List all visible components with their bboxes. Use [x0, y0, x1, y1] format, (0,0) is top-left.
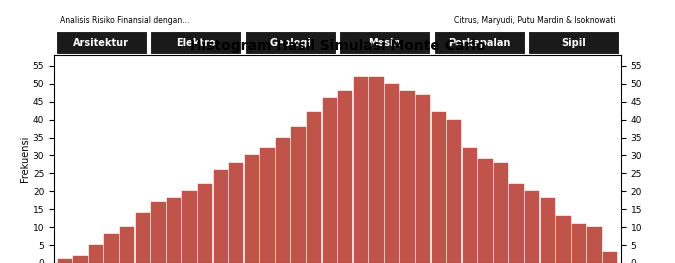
Bar: [556, 216, 570, 263]
Bar: [354, 77, 368, 263]
Text: Mesin: Mesin: [369, 38, 401, 48]
Bar: [74, 256, 88, 263]
Bar: [385, 84, 399, 263]
Bar: [105, 234, 119, 263]
Bar: [463, 148, 477, 263]
Bar: [244, 155, 259, 263]
Text: Arsitektur: Arsitektur: [74, 38, 129, 48]
Bar: [136, 213, 150, 263]
Bar: [416, 95, 431, 263]
Bar: [307, 113, 321, 263]
Bar: [479, 159, 493, 263]
Bar: [529, 32, 619, 54]
Bar: [447, 120, 462, 263]
Bar: [245, 32, 335, 54]
Bar: [541, 199, 555, 263]
Bar: [603, 252, 617, 263]
Bar: [525, 191, 539, 263]
Bar: [338, 91, 352, 263]
Bar: [292, 127, 306, 263]
Bar: [213, 170, 228, 263]
Text: Citrus, Maryudi, Putu Mardin & Isoknowati: Citrus, Maryudi, Putu Mardin & Isoknowat…: [454, 16, 616, 25]
Bar: [276, 138, 290, 263]
Bar: [120, 227, 134, 263]
Bar: [369, 77, 383, 263]
Text: Sipil: Sipil: [562, 38, 586, 48]
Bar: [167, 199, 181, 263]
Bar: [151, 202, 165, 263]
Bar: [400, 91, 414, 263]
Bar: [494, 163, 508, 263]
Bar: [510, 184, 524, 263]
Text: Analisis Risiko Finansial dengan...: Analisis Risiko Finansial dengan...: [59, 16, 189, 25]
Bar: [56, 32, 146, 54]
Bar: [323, 98, 337, 263]
Text: Elektro: Elektro: [176, 38, 215, 48]
Bar: [182, 191, 196, 263]
Text: Geologi: Geologi: [269, 38, 311, 48]
Bar: [89, 245, 103, 263]
Bar: [151, 32, 241, 54]
Text: Perkapalan: Perkapalan: [448, 38, 510, 48]
Bar: [587, 227, 601, 263]
Bar: [340, 32, 430, 54]
Y-axis label: Frekuensi: Frekuensi: [20, 136, 30, 182]
Title: Histogram Hasil Simulasi Monte Carlo: Histogram Hasil Simulasi Monte Carlo: [190, 39, 485, 53]
Bar: [431, 113, 446, 263]
Bar: [261, 148, 275, 263]
Bar: [58, 259, 72, 263]
Bar: [572, 224, 586, 263]
Bar: [229, 163, 244, 263]
Bar: [198, 184, 212, 263]
Bar: [434, 32, 524, 54]
